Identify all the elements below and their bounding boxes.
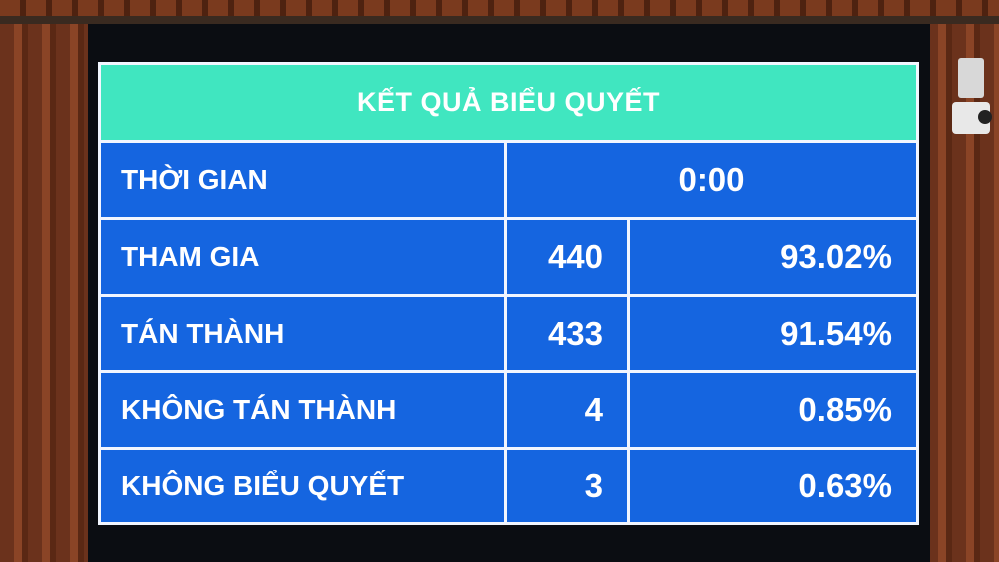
row-label: KHÔNG TÁN THÀNH [101, 373, 504, 447]
row-count: 433 [507, 297, 627, 370]
vote-result-screen: KẾT QUẢ BIỂU QUYẾT THỜI GIAN 0:00 THAM G… [98, 62, 919, 525]
time-value: 0:00 [507, 143, 916, 217]
row-count: 440 [507, 220, 627, 294]
board-title: KẾT QUẢ BIỂU QUYẾT [101, 65, 916, 140]
row-percent: 0.63% [630, 450, 916, 522]
row-label: KHÔNG BIỂU QUYẾT [101, 450, 504, 522]
time-label: THỜI GIAN [101, 143, 504, 217]
row-percent: 91.54% [630, 297, 916, 370]
row-label: TÁN THÀNH [101, 297, 504, 370]
row-label: THAM GIA [101, 220, 504, 294]
row-count: 3 [507, 450, 627, 522]
wall-rail [0, 16, 999, 24]
row-count: 4 [507, 373, 627, 447]
camera-icon [952, 58, 992, 138]
wood-panel-top [0, 0, 999, 16]
row-percent: 0.85% [630, 373, 916, 447]
row-percent: 93.02% [630, 220, 916, 294]
